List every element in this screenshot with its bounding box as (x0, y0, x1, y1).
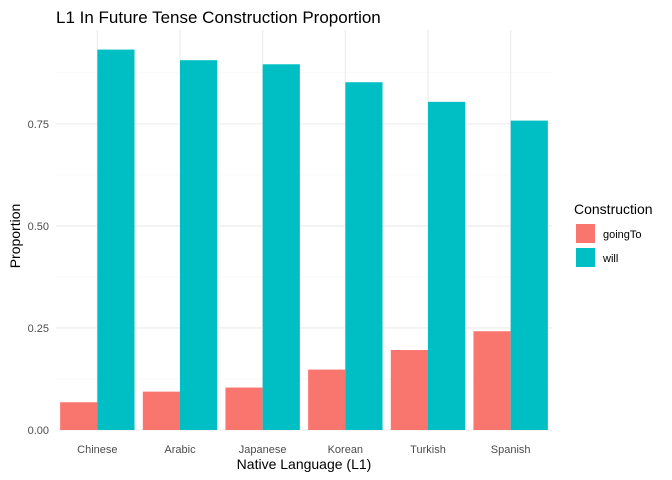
chart-title: L1 In Future Tense Construction Proporti… (56, 8, 381, 27)
legend: Construction goingTo will (574, 201, 653, 267)
x-tick-label: Chinese (77, 444, 117, 456)
legend-label-will: will (602, 253, 618, 265)
bar-will-japanese (262, 64, 300, 431)
bar-will-korean (345, 82, 383, 430)
x-axis-title: Native Language (L1) (237, 456, 372, 472)
bars (60, 49, 548, 431)
bar-goingTo-spanish (473, 331, 511, 430)
legend-key-will (576, 248, 595, 267)
bar-goingTo-turkish (390, 350, 428, 430)
bar-will-arabic (180, 60, 218, 431)
x-tick-label: Spanish (491, 444, 531, 456)
y-axis-title: Proportion (7, 204, 23, 269)
y-tick-label: 0.75 (28, 119, 49, 131)
bar-will-spanish (510, 120, 548, 430)
bar-goingTo-chinese (60, 402, 98, 430)
y-tick-label: 0.50 (28, 221, 49, 233)
bar-will-chinese (97, 49, 135, 431)
bar-goingTo-japanese (225, 387, 263, 430)
bar-goingTo-arabic (142, 391, 180, 430)
x-tick-label: Arabic (164, 444, 196, 456)
y-tick-label: 0.25 (28, 323, 49, 335)
legend-label-goingTo: goingTo (603, 229, 642, 241)
x-axis-ticks: Chinese Arabic Japanese Korean Turkish Spanis… (77, 444, 530, 456)
x-tick-label: Korean (328, 444, 363, 456)
legend-key-goingTo (576, 224, 595, 243)
bar-will-turkish (428, 101, 466, 430)
x-tick-label: Turkish (410, 444, 446, 456)
legend-title: Construction (574, 201, 653, 217)
y-axis-ticks: 0.00 0.25 0.50 0.75 (28, 119, 49, 437)
bar-goingTo-korean (308, 369, 346, 430)
x-tick-label: Japanese (239, 444, 287, 456)
y-tick-label: 0.00 (28, 425, 49, 437)
